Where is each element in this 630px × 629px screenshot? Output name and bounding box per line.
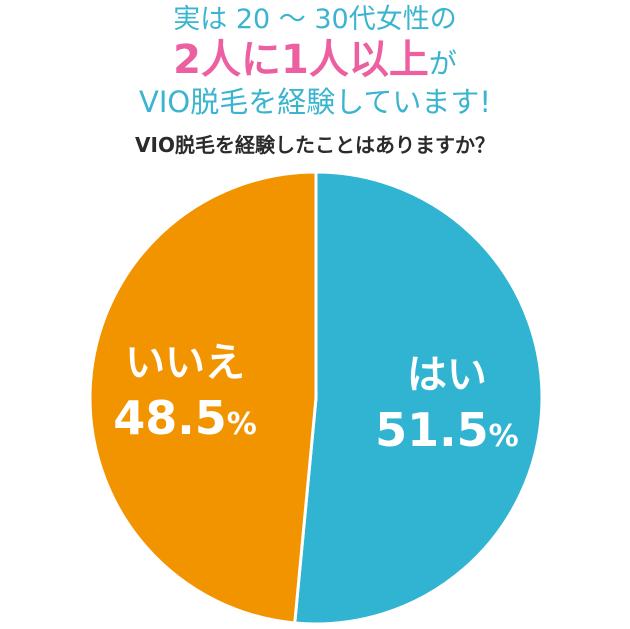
headline-suffix: が bbox=[428, 47, 457, 80]
headline-emphasis: 2人に1人以上 bbox=[173, 37, 429, 83]
pie-slice-2 bbox=[88, 170, 318, 625]
pie-slice-label-2: いいえ bbox=[125, 340, 245, 386]
pie-slice-value-2: 48.5% bbox=[113, 391, 257, 445]
pie-slice-label-1: はい bbox=[407, 352, 487, 398]
headline-line-2: 2人に1人以上が bbox=[0, 40, 630, 80]
headline-line-3: VIO脱毛を経験しています! bbox=[139, 85, 491, 119]
pie-slice-value-1: 51.5% bbox=[375, 403, 519, 457]
pie-slice-1 bbox=[293, 170, 544, 626]
headline-line-1: 実は 20 ～ 30代女性の bbox=[173, 4, 457, 35]
pie-slices bbox=[88, 170, 544, 626]
chart-question: VIO脱毛を経験したことはありますか？ bbox=[135, 133, 495, 157]
pie-labels: はい 51.5% いいえ 48.5% bbox=[113, 340, 518, 457]
